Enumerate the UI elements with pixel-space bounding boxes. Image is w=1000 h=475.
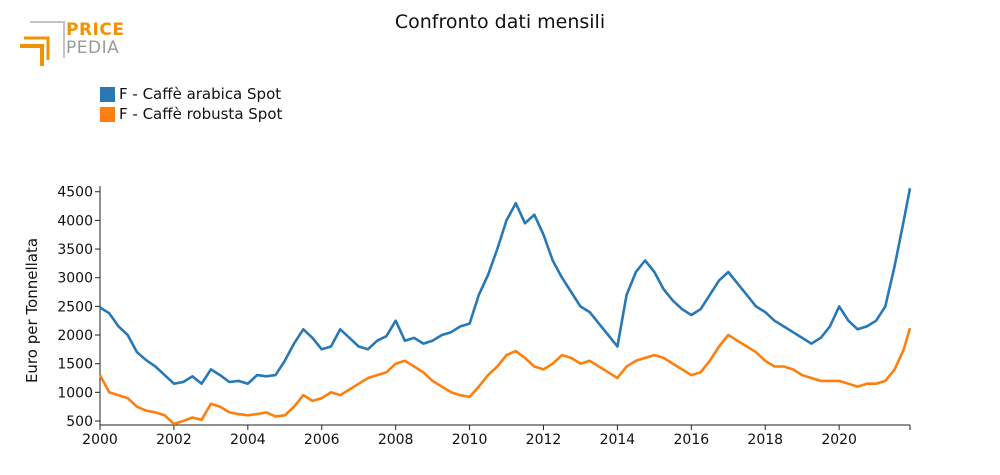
y-axis: 500 1000 1500 2000 2500 3000 3500 4000 4500 — [57, 185, 101, 430]
legend-swatch-robusta — [100, 106, 115, 122]
legend-label-arabica: F - Caffè arabica Spot — [119, 85, 282, 103]
logo-word-pedia: PEDIA — [66, 38, 120, 58]
y-tick-label: 500 — [66, 414, 93, 430]
series-layer — [98, 188, 912, 426]
x-axis: 2000 2002 2004 2006 2008 2010 2012 2014 2016 2018… — [82, 424, 911, 448]
x-tick-label: 2008 — [378, 432, 414, 448]
x-tick-label: 2018 — [747, 432, 783, 448]
logo-word-price: PRICE — [66, 20, 125, 40]
x-tick-label: 2006 — [304, 432, 340, 448]
x-tick-label: 2002 — [156, 432, 192, 448]
chart-legend: F - Caffè arabica Spot F - Caffè robusta… — [100, 84, 282, 124]
y-tick-label: 1500 — [57, 357, 93, 373]
series-line-arabica — [99, 188, 912, 385]
legend-swatch-arabica — [100, 86, 115, 102]
pricepedia-logo: PRICE PEDIA — [20, 20, 130, 70]
x-tick-label: 2016 — [674, 432, 710, 448]
x-tick-label: 2004 — [230, 432, 266, 448]
chart-title: Confronto dati mensili — [394, 11, 606, 33]
y-tick-label: 4500 — [57, 185, 93, 201]
legend-item-arabica[interactable]: F - Caffè arabica Spot — [100, 84, 282, 104]
x-tick-label: 2010 — [452, 432, 488, 448]
y-tick-label: 4000 — [57, 213, 93, 229]
series-line-robusta — [98, 327, 912, 426]
x-tick-label: 2020 — [821, 432, 857, 448]
y-axis-label: Euro per Tonnellata — [23, 238, 41, 383]
x-tick-label: 2012 — [526, 432, 562, 448]
x-tick-label: 2014 — [600, 432, 636, 448]
x-tick-label: 2000 — [82, 432, 118, 448]
y-tick-label: 2000 — [57, 328, 93, 344]
y-tick-label: 3500 — [57, 242, 93, 258]
y-tick-label: 2500 — [57, 299, 93, 315]
legend-label-robusta: F - Caffè robusta Spot — [119, 105, 283, 123]
y-tick-label: 3000 — [57, 271, 93, 287]
logo-mark-icon — [20, 21, 65, 66]
legend-item-robusta[interactable]: F - Caffè robusta Spot — [100, 104, 282, 124]
y-tick-label: 1000 — [57, 385, 93, 401]
